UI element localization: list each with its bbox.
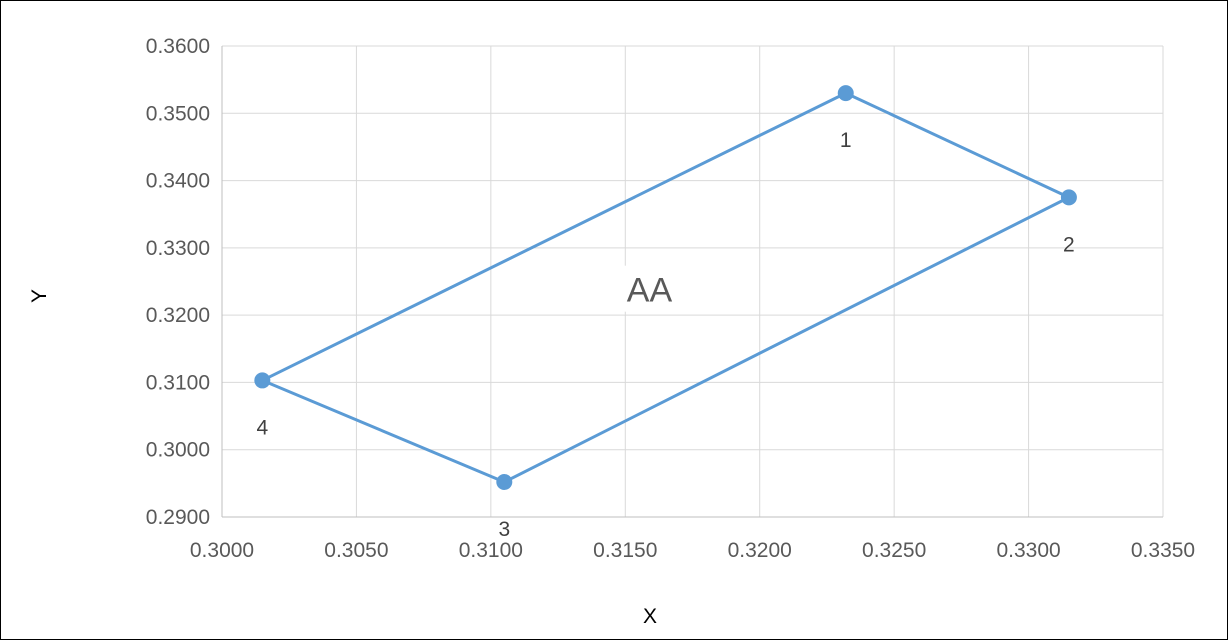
y-tick-label: 0.3100 [146,371,210,394]
data-point-4 [254,372,271,389]
data-label-4: 4 [256,416,268,439]
data-label-3: 3 [498,518,510,541]
x-tick-label: 0.3150 [593,539,657,562]
x-axis-title: X [643,605,657,628]
x-tick-label: 0.3300 [996,539,1060,562]
series-polygon [254,85,1077,491]
y-tick-label: 0.3000 [146,439,210,462]
region-annotation: AA [627,272,673,310]
y-tick-label: 0.3400 [146,170,210,193]
tick-labels: 0.3000 0.3050 0.3100 0.3150 0.3200 0.3250 0.33… [146,35,1195,562]
data-label-2: 2 [1063,233,1075,256]
x-tick-label: 0.3350 [1131,539,1195,562]
x-tick-label: 0.3100 [459,539,523,562]
y-axis-title: Y [28,289,51,303]
data-point-2 [1060,189,1077,206]
annotation-background [594,265,705,312]
y-tick-label: 0.3500 [146,102,210,125]
x-tick-label: 0.3200 [728,539,792,562]
y-tick-label: 0.2900 [146,506,210,529]
x-tick-label: 0.3050 [324,539,388,562]
y-tick-label: 0.3600 [146,35,210,58]
y-tick-label: 0.3200 [146,304,210,327]
grid [221,45,1164,518]
x-tick-label: 0.3250 [862,539,926,562]
data-point-3 [496,474,513,491]
y-tick-label: 0.3300 [146,237,210,260]
data-label-1: 1 [840,129,852,152]
point-labels: 1 2 3 4 AA [256,129,1074,541]
data-point-1 [837,85,854,102]
x-tick-label: 0.3000 [190,539,254,562]
